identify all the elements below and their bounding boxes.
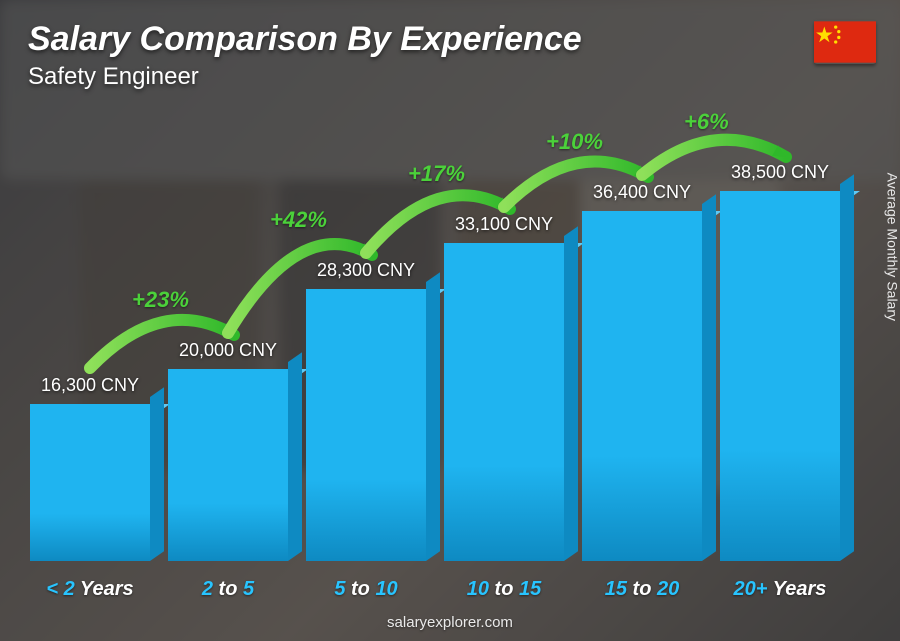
bar (306, 289, 426, 561)
bar (30, 404, 150, 561)
bar-value-label: 38,500 CNY (731, 162, 829, 183)
chart-subtitle: Safety Engineer (28, 63, 810, 91)
bar-value-label: 28,300 CNY (317, 260, 415, 281)
y-axis-label: Average Monthly Salary (884, 172, 900, 320)
x-axis-label: < 2 Years (30, 578, 150, 601)
bar-slot: 16,300 CNY (30, 375, 150, 561)
bar-slot: 38,500 CNY (720, 162, 840, 561)
x-axis-label: 5 to 10 (306, 578, 426, 601)
x-axis-label: 2 to 5 (168, 578, 288, 601)
bar-slot: 33,100 CNY (444, 214, 564, 561)
x-axis-label: 20+ Years (720, 578, 840, 601)
x-axis: < 2 Years 2 to 5 5 to 10 10 to 15 15 to 20 20… (30, 578, 840, 601)
bar (168, 369, 288, 561)
bar (582, 211, 702, 561)
bar-value-label: 36,400 CNY (593, 182, 691, 203)
footer-attribution: salaryexplorer.com (0, 614, 900, 631)
header: Salary Comparison By Experience Safety E… (28, 20, 810, 91)
bar (444, 243, 564, 561)
bar-value-label: 20,000 CNY (179, 340, 277, 361)
bar-slot: 28,300 CNY (306, 260, 426, 561)
bar-value-label: 16,300 CNY (41, 375, 139, 396)
country-flag-china (814, 20, 876, 64)
x-axis-label: 15 to 20 (582, 578, 702, 601)
chart-title: Salary Comparison By Experience (28, 20, 810, 59)
bar (720, 191, 840, 561)
bar-chart: 16,300 CNY 20,000 CNY 28,300 CNY 33,100 … (30, 120, 840, 561)
bar-value-label: 33,100 CNY (455, 214, 553, 235)
bar-slot: 20,000 CNY (168, 340, 288, 561)
bar-slot: 36,400 CNY (582, 182, 702, 561)
x-axis-label: 10 to 15 (444, 578, 564, 601)
